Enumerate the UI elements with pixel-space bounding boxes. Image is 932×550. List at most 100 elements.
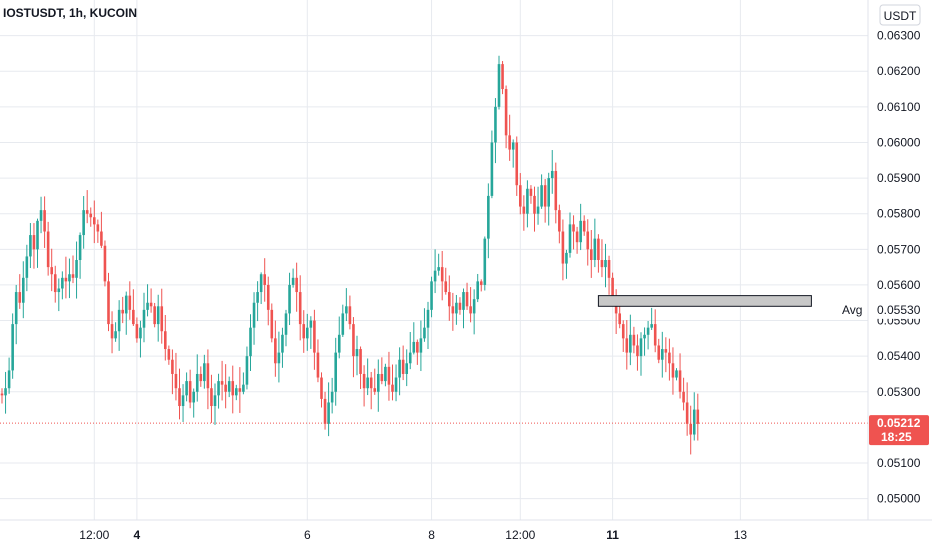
candle xyxy=(696,393,700,441)
candle xyxy=(508,114,511,161)
candle xyxy=(529,185,533,204)
avg-price-badge xyxy=(869,301,929,319)
candle xyxy=(68,258,71,299)
candle-body xyxy=(533,195,536,214)
avg-price-text: 0.05530 xyxy=(877,303,921,317)
candle xyxy=(476,273,479,303)
candle-body xyxy=(639,338,643,357)
candle-body xyxy=(174,373,178,389)
candle xyxy=(430,276,433,318)
candle-body xyxy=(231,381,235,396)
currency-button[interactable] xyxy=(879,4,921,26)
candle-body xyxy=(675,370,678,378)
candle xyxy=(558,204,561,244)
candle xyxy=(71,255,75,284)
candle xyxy=(259,272,263,305)
candle-body xyxy=(330,391,334,403)
candle xyxy=(103,240,107,287)
candle-body xyxy=(355,349,359,357)
candle-body xyxy=(89,213,93,218)
time-axis[interactable]: 12:00 4 6 8 12:00 11 13 xyxy=(79,528,747,542)
candle xyxy=(355,335,359,376)
candle xyxy=(590,230,593,278)
currency-label: USDT xyxy=(884,9,917,23)
candle-body xyxy=(604,260,607,268)
candle-body xyxy=(444,281,448,293)
candle xyxy=(306,313,309,351)
candle xyxy=(643,327,646,356)
candle xyxy=(455,294,458,325)
candle-body xyxy=(178,388,181,407)
candle xyxy=(252,292,256,345)
price-tick-label: 0.05700 xyxy=(877,242,921,256)
candle xyxy=(61,271,64,300)
candle xyxy=(522,195,526,231)
candle-body xyxy=(508,135,511,150)
candle-body xyxy=(362,373,366,389)
candle xyxy=(440,250,444,301)
candle-body xyxy=(465,292,469,307)
candle xyxy=(380,357,384,385)
candle xyxy=(0,388,4,404)
candle xyxy=(327,382,330,437)
candle-body xyxy=(110,324,114,339)
candle-body xyxy=(359,349,362,374)
candle-body xyxy=(18,292,22,303)
candle xyxy=(185,372,188,402)
candle xyxy=(50,248,53,292)
avg-price-box[interactable] xyxy=(597,295,812,307)
candle xyxy=(316,339,320,383)
candle-body xyxy=(160,306,164,332)
candle xyxy=(142,292,146,343)
time-tick-label: 8 xyxy=(428,528,435,542)
candle-body xyxy=(235,388,238,396)
candle-body xyxy=(664,349,668,353)
candle-body xyxy=(171,359,174,374)
candle-body xyxy=(696,409,700,424)
candle-body xyxy=(345,306,348,314)
candle-body xyxy=(543,185,547,207)
candle-body xyxy=(245,356,249,385)
candle-body xyxy=(323,398,327,424)
candle xyxy=(572,215,575,250)
candle xyxy=(32,223,36,269)
candle xyxy=(377,359,380,412)
candle-body xyxy=(682,391,685,403)
candle xyxy=(160,288,164,344)
candle-body xyxy=(199,373,203,382)
candle-body xyxy=(146,302,149,310)
candle-body xyxy=(25,256,29,278)
candle-body xyxy=(646,327,650,335)
candle xyxy=(519,173,522,215)
candle-body xyxy=(22,277,25,303)
candle-body xyxy=(579,220,582,243)
candle-body xyxy=(607,260,611,278)
candle xyxy=(451,292,455,331)
candle-body xyxy=(85,210,89,214)
candle xyxy=(653,309,657,353)
candle-body xyxy=(32,235,36,250)
candle-body xyxy=(398,359,401,378)
candle xyxy=(242,372,245,395)
candle xyxy=(586,219,590,266)
candle xyxy=(235,384,238,401)
candle xyxy=(448,275,451,321)
candle xyxy=(167,345,171,365)
candle xyxy=(96,219,100,243)
candle xyxy=(593,218,597,268)
avg-label: Avg 0.05530 xyxy=(842,301,929,319)
candle-body xyxy=(550,170,554,179)
candle xyxy=(387,351,391,401)
candle-body xyxy=(263,274,266,285)
candle xyxy=(43,196,46,248)
price-axis[interactable]: 0.06300 0.06200 0.06100 0.06000 0.05900 0.058… xyxy=(877,29,921,506)
candle xyxy=(664,337,668,373)
candle xyxy=(348,295,352,330)
candle-body xyxy=(164,331,167,350)
candle xyxy=(128,281,132,320)
candle-body xyxy=(135,324,139,339)
chart-title: IOSTUSDT, 1h, KUCOIN xyxy=(3,6,137,20)
candle-body xyxy=(327,402,330,424)
candle xyxy=(412,322,416,355)
